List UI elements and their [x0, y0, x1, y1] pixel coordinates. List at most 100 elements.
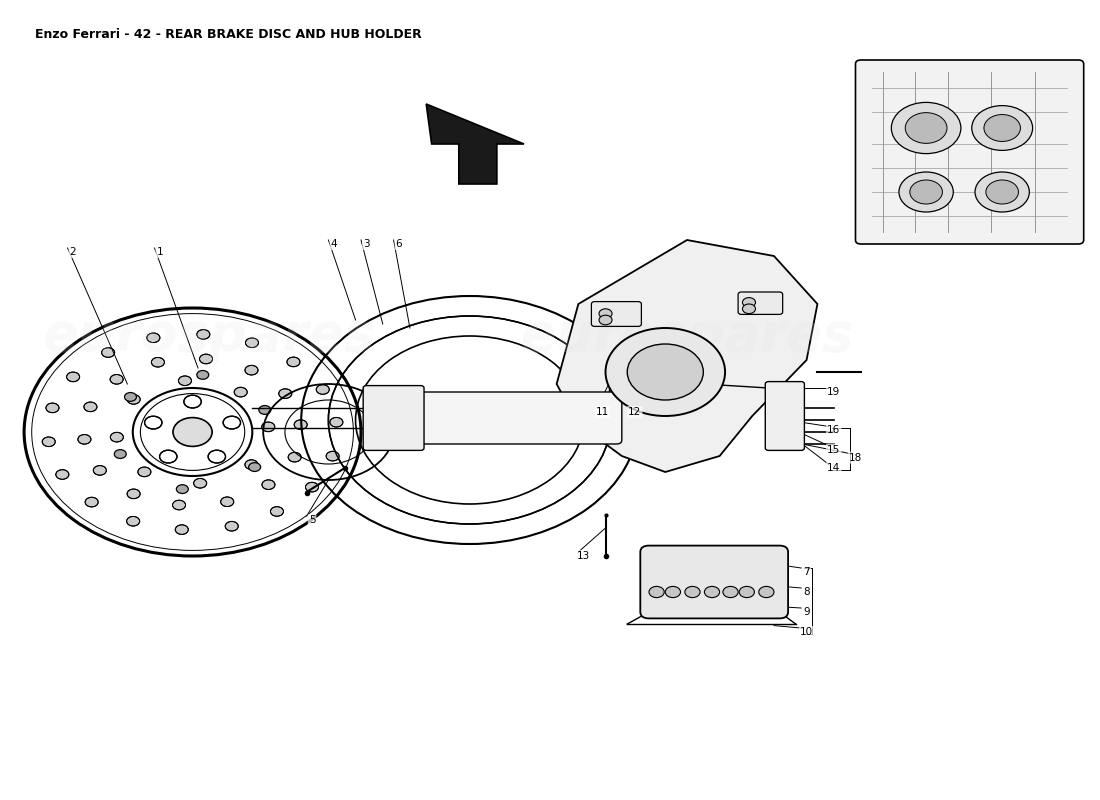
FancyBboxPatch shape: [363, 386, 424, 450]
Circle shape: [605, 328, 725, 416]
Text: 6: 6: [396, 239, 403, 249]
Circle shape: [600, 315, 612, 325]
Circle shape: [184, 395, 201, 408]
Circle shape: [685, 586, 700, 598]
Circle shape: [986, 180, 1019, 204]
Circle shape: [971, 106, 1033, 150]
Circle shape: [173, 418, 212, 446]
Text: 14: 14: [827, 463, 840, 473]
Polygon shape: [557, 240, 817, 472]
Text: 8: 8: [803, 587, 810, 597]
Circle shape: [175, 525, 188, 534]
Circle shape: [245, 366, 258, 375]
Circle shape: [627, 344, 703, 400]
Circle shape: [905, 113, 947, 143]
Circle shape: [199, 354, 212, 364]
Text: 7: 7: [803, 567, 810, 577]
Circle shape: [330, 418, 343, 427]
Text: eurospares: eurospares: [42, 310, 375, 362]
Circle shape: [114, 450, 126, 458]
Text: eurospares: eurospares: [520, 310, 854, 362]
FancyBboxPatch shape: [738, 292, 783, 314]
Text: 19: 19: [827, 387, 840, 397]
Circle shape: [128, 489, 140, 498]
Text: 18: 18: [849, 453, 862, 462]
Text: 4: 4: [330, 239, 337, 249]
Circle shape: [326, 451, 339, 461]
Circle shape: [208, 450, 226, 463]
Circle shape: [287, 357, 300, 366]
Circle shape: [226, 522, 239, 531]
Circle shape: [704, 586, 719, 598]
Circle shape: [271, 506, 284, 516]
Circle shape: [262, 422, 275, 432]
Circle shape: [84, 402, 97, 412]
Circle shape: [197, 370, 209, 379]
Text: 13: 13: [578, 551, 591, 561]
Circle shape: [221, 497, 233, 506]
Text: Enzo Ferrari - 42 - REAR BRAKE DISC AND HUB HOLDER: Enzo Ferrari - 42 - REAR BRAKE DISC AND …: [35, 28, 421, 41]
Text: 12: 12: [628, 407, 641, 417]
Circle shape: [742, 298, 756, 307]
Circle shape: [152, 358, 164, 367]
Circle shape: [316, 385, 329, 394]
Text: 2: 2: [69, 247, 76, 257]
Circle shape: [723, 586, 738, 598]
Circle shape: [176, 485, 188, 494]
Circle shape: [983, 114, 1021, 142]
Circle shape: [160, 450, 177, 463]
Circle shape: [649, 586, 664, 598]
FancyBboxPatch shape: [640, 546, 788, 618]
Circle shape: [288, 452, 301, 462]
Circle shape: [173, 500, 186, 510]
Circle shape: [666, 586, 681, 598]
Circle shape: [600, 309, 612, 318]
Circle shape: [249, 462, 261, 471]
FancyBboxPatch shape: [405, 392, 622, 444]
Circle shape: [138, 467, 151, 477]
Circle shape: [110, 432, 123, 442]
Circle shape: [46, 403, 59, 413]
Circle shape: [126, 517, 140, 526]
Circle shape: [975, 172, 1030, 212]
Text: 5: 5: [309, 515, 316, 525]
Text: 11: 11: [595, 407, 609, 417]
Circle shape: [294, 420, 307, 430]
Circle shape: [759, 586, 774, 598]
Circle shape: [110, 374, 123, 384]
Circle shape: [194, 478, 207, 488]
Circle shape: [278, 389, 292, 398]
Circle shape: [245, 338, 258, 347]
Text: 9: 9: [803, 607, 810, 617]
Circle shape: [78, 434, 91, 444]
Circle shape: [146, 333, 160, 342]
Circle shape: [94, 466, 107, 475]
Circle shape: [262, 480, 275, 490]
Circle shape: [899, 172, 954, 212]
Circle shape: [891, 102, 961, 154]
Circle shape: [742, 304, 756, 314]
Circle shape: [223, 416, 241, 429]
Circle shape: [258, 406, 271, 414]
Circle shape: [910, 180, 943, 204]
Circle shape: [245, 460, 258, 470]
Circle shape: [144, 416, 162, 429]
Circle shape: [128, 394, 140, 404]
Polygon shape: [426, 104, 524, 184]
Text: 10: 10: [800, 627, 813, 637]
Text: 16: 16: [827, 426, 840, 435]
Circle shape: [124, 393, 136, 402]
Circle shape: [739, 586, 755, 598]
Circle shape: [85, 498, 98, 507]
Circle shape: [306, 482, 319, 492]
Text: 1: 1: [156, 247, 163, 257]
FancyBboxPatch shape: [592, 302, 641, 326]
Circle shape: [101, 348, 114, 358]
Circle shape: [197, 330, 210, 339]
Circle shape: [178, 376, 191, 386]
Circle shape: [67, 372, 79, 382]
Circle shape: [42, 437, 55, 446]
FancyBboxPatch shape: [766, 382, 804, 450]
Text: 3: 3: [363, 239, 370, 249]
Circle shape: [234, 387, 248, 397]
